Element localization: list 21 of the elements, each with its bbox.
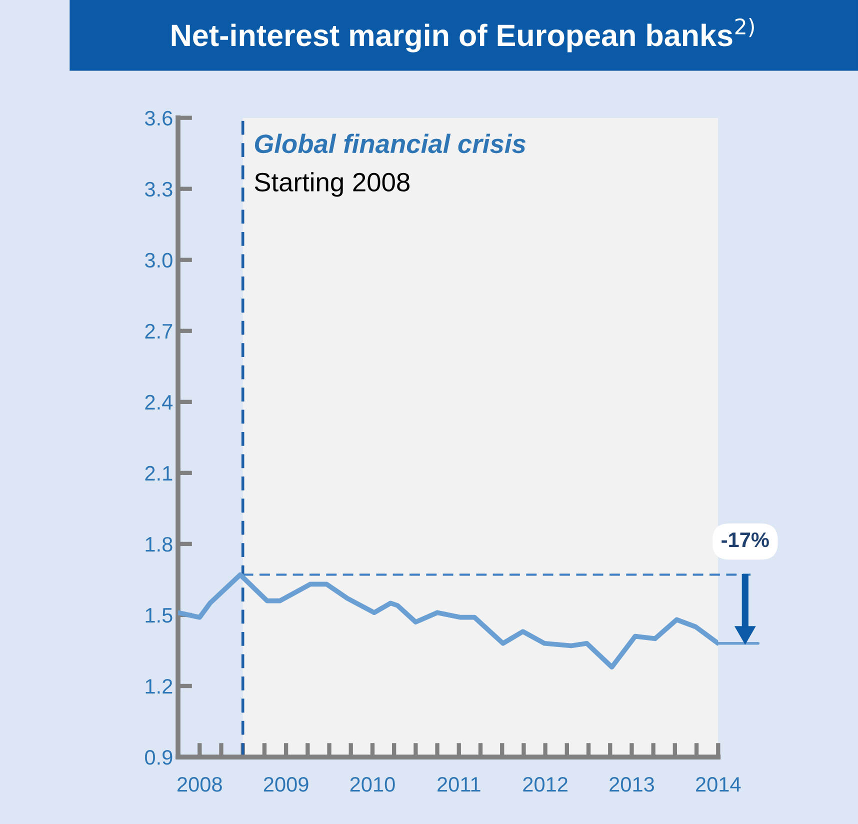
y-tick-label: 3.6 [145, 110, 172, 126]
y-tick-label: 3.3 [145, 182, 172, 197]
y-tick-label: 2.4 [145, 394, 173, 410]
y-tick-label: 1.8 [146, 536, 172, 552]
y-tick-label: 3.0 [145, 252, 172, 268]
y-tick-label: 2.7 [145, 324, 172, 338]
x-tick-label: 2011 [438, 777, 480, 792]
annotation: Starting 2008 [254, 172, 410, 197]
x-tick-label: 2013 [610, 777, 654, 792]
x-tick-label: 2014 [696, 777, 741, 792]
y-tick-label: 1.2 [146, 678, 172, 694]
text: -17% [722, 532, 769, 548]
y-tick-label: 0.9 [145, 750, 172, 765]
x-tick-label: 2009 [264, 777, 308, 792]
x-tick-label: 2008 [178, 777, 222, 792]
x-tick-label: 2012 [523, 777, 568, 792]
annotation: Global financial crisis [254, 134, 526, 154]
y-tick-label: 1.5 [146, 608, 172, 623]
chart-title: Net-interest margin of European banks$^{2)}$ [172, 18, 754, 52]
y-tick-label: 2.1 [145, 466, 172, 480]
x-tick-label: 2010 [350, 777, 395, 792]
